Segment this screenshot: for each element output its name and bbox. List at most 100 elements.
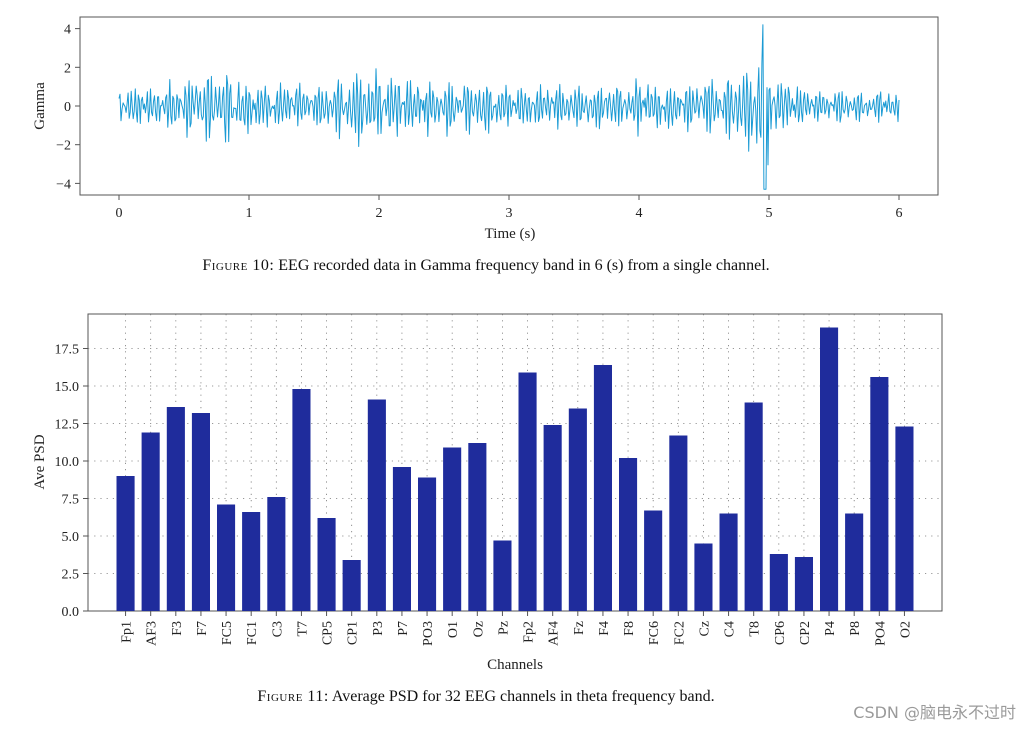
figure-11-caption-text: Average PSD for 32 EEG channels in theta… xyxy=(329,688,715,705)
y-tick-label: 5.0 xyxy=(62,530,80,545)
plot-frame xyxy=(87,313,943,612)
x-axis-ticks: 0 1 2 3 4 5 6 xyxy=(116,195,903,221)
x-axis-label: Channels xyxy=(487,657,543,673)
x-tick-label: FC6 xyxy=(647,621,662,645)
bar-t7 xyxy=(292,389,311,611)
y-tick-label: 0 xyxy=(64,100,71,115)
x-tick-label: 3 xyxy=(506,206,513,221)
bar-pz xyxy=(493,540,512,611)
x-tick-label: PO3 xyxy=(421,621,436,646)
bar-cp1 xyxy=(342,560,361,611)
x-tick-label: 2 xyxy=(376,206,383,221)
x-tick-label: 1 xyxy=(246,206,253,221)
bar-fc1 xyxy=(242,512,261,611)
x-tick-label: F3 xyxy=(170,621,185,636)
bars xyxy=(116,327,914,611)
psd-bar-chart: 0.02.55.07.510.012.515.017.5 Fp1 AF3 F3 F7 F… xyxy=(32,313,943,673)
x-tick-label: CP2 xyxy=(798,621,813,645)
y-tick-label: 4 xyxy=(64,23,71,38)
y-tick-label: 12.5 xyxy=(55,418,80,433)
figure-10-caption-label: Figure 10: xyxy=(202,257,274,274)
x-tick-label: 4 xyxy=(636,206,643,221)
x-axis-label: Time (s) xyxy=(485,226,536,242)
x-tick-label: AF4 xyxy=(547,621,562,646)
x-tick-label: F8 xyxy=(622,621,637,636)
bar-p4 xyxy=(820,327,839,611)
y-tick-label: 2.5 xyxy=(62,568,80,583)
bar-fc5 xyxy=(217,504,236,611)
bar-po4 xyxy=(870,377,889,611)
bar-f8 xyxy=(619,458,638,611)
x-tick-label: PO4 xyxy=(873,621,888,646)
x-tick-label: 5 xyxy=(766,206,773,221)
gamma-line-chart: −4 −2 0 2 4 0 1 2 3 4 5 6 Time (s) Gamma xyxy=(32,16,939,242)
x-tick-label: 0 xyxy=(116,206,123,221)
bar-f7 xyxy=(191,413,210,611)
bar-p8 xyxy=(845,513,864,611)
bar-cp2 xyxy=(794,557,813,611)
y-tick-label: 10.0 xyxy=(55,455,80,470)
bar-p7 xyxy=(392,467,411,611)
y-axis-ticks: −4 −2 0 2 4 xyxy=(56,23,80,192)
x-tick-label: O2 xyxy=(898,621,913,638)
bar-fp1 xyxy=(116,476,135,611)
figure-10-caption-text: EEG recorded data in Gamma frequency ban… xyxy=(274,257,769,274)
x-tick-label: CP6 xyxy=(773,621,788,645)
bar-oz xyxy=(468,443,487,611)
x-tick-label: F7 xyxy=(195,621,210,636)
bar-fc2 xyxy=(669,435,688,611)
x-tick-label: Oz xyxy=(471,621,486,637)
x-tick-label: P7 xyxy=(396,621,411,636)
x-tick-label: CP1 xyxy=(346,621,361,645)
x-tick-label: P8 xyxy=(848,621,863,636)
bar-cz xyxy=(694,543,713,611)
y-axis-ticks: 0.0 2.5 5.0 7.5 10.0 12.5 15.0 17.5 xyxy=(55,343,88,620)
bar-fc6 xyxy=(644,510,663,611)
bar-fp2 xyxy=(518,372,537,611)
x-tick-label: Cz xyxy=(697,621,712,637)
y-tick-label: 2 xyxy=(64,61,71,76)
x-tick-label: Pz xyxy=(496,621,511,635)
bar-af3 xyxy=(141,432,160,611)
x-tick-label: T7 xyxy=(295,621,310,637)
bar-p3 xyxy=(367,399,386,611)
bar-o1 xyxy=(443,447,462,611)
bar-f3 xyxy=(166,407,185,611)
x-tick-label: C4 xyxy=(723,621,738,637)
y-axis-label: Ave PSD xyxy=(32,434,48,489)
x-tick-label: CP5 xyxy=(321,621,336,645)
figure-10-caption: Figure 10: EEG recorded data in Gamma fr… xyxy=(202,257,769,274)
bar-f4 xyxy=(593,365,612,611)
watermark: CSDN @脑电永不过时 xyxy=(853,703,1016,722)
bar-af4 xyxy=(543,425,562,611)
y-axis-label: Gamma xyxy=(32,82,48,130)
figure-11-caption: Figure 11: Average PSD for 32 EEG channe… xyxy=(257,688,714,705)
x-tick-label: F4 xyxy=(597,621,612,636)
y-tick-label: 0.0 xyxy=(62,605,80,620)
y-tick-label: 15.0 xyxy=(55,380,80,395)
x-tick-label: FC1 xyxy=(245,621,260,645)
x-tick-label: O1 xyxy=(446,621,461,638)
x-tick-label: Fz xyxy=(572,621,587,635)
bar-fz xyxy=(568,408,587,611)
bar-c4 xyxy=(719,513,738,611)
bar-o2 xyxy=(895,426,914,611)
x-tick-label: C3 xyxy=(270,621,285,637)
y-tick-label: −2 xyxy=(56,139,71,154)
x-tick-label: Fp2 xyxy=(522,621,537,643)
figure-11-caption-label: Figure 11: xyxy=(257,688,328,705)
y-tick-label: 17.5 xyxy=(55,343,80,358)
x-tick-label: FC2 xyxy=(672,621,687,645)
y-tick-label: 7.5 xyxy=(62,493,80,508)
bar-cp5 xyxy=(317,518,336,611)
bar-po3 xyxy=(418,477,437,611)
bar-t8 xyxy=(744,402,763,611)
gamma-signal-line xyxy=(118,24,900,190)
x-tick-label: 6 xyxy=(896,206,903,221)
y-tick-label: −4 xyxy=(56,177,71,192)
bar-cp6 xyxy=(769,554,788,611)
x-tick-label: P4 xyxy=(823,621,838,636)
bar-c3 xyxy=(267,497,286,611)
x-tick-label: T8 xyxy=(748,621,763,637)
